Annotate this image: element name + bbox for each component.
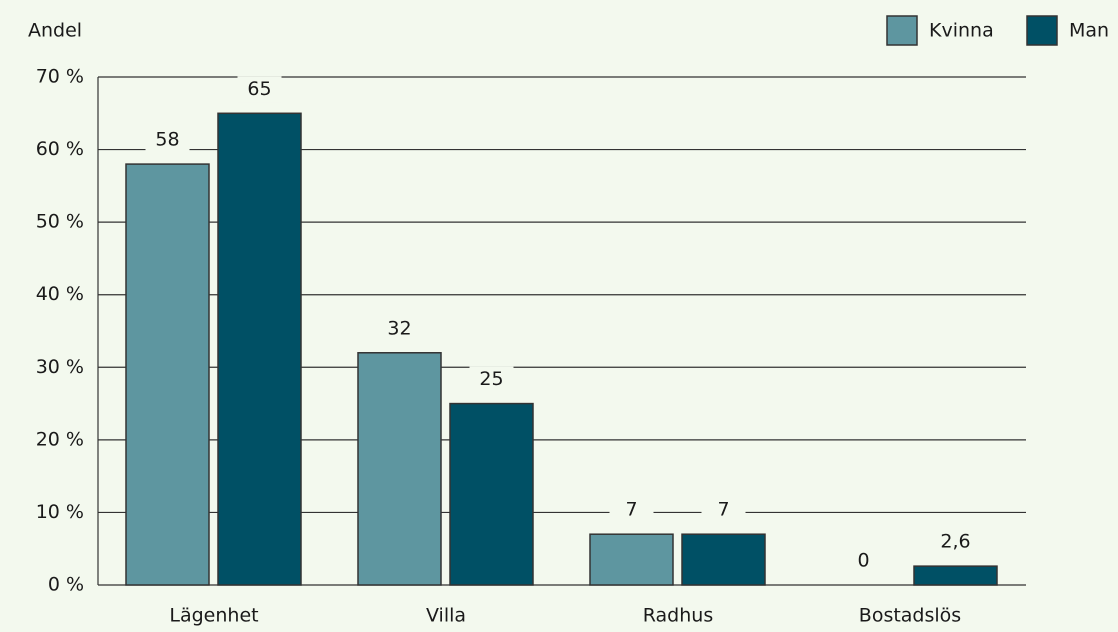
value-label: 25 bbox=[479, 368, 503, 390]
y-tick-label: 30 % bbox=[36, 356, 84, 378]
value-label-bg bbox=[933, 529, 978, 556]
bar bbox=[681, 533, 766, 586]
value-label-bg bbox=[377, 315, 422, 342]
value-label: 32 bbox=[387, 317, 411, 339]
legend-swatch bbox=[886, 15, 918, 46]
y-tick-label: 40 % bbox=[36, 283, 84, 305]
x-tick-label: Lägenhet bbox=[169, 605, 258, 627]
value-label-bg bbox=[469, 366, 514, 393]
legend-label: Man bbox=[1069, 20, 1109, 42]
value-label-bg bbox=[145, 127, 190, 154]
y-tick-label: 10 % bbox=[36, 501, 84, 523]
x-tick-label: Villa bbox=[426, 605, 466, 627]
bar bbox=[589, 533, 674, 586]
bar bbox=[125, 163, 210, 586]
value-label: 58 bbox=[155, 129, 179, 151]
y-tick-label: 0 % bbox=[48, 574, 84, 596]
y-tick-label: 70 % bbox=[36, 66, 84, 88]
value-label-bg bbox=[841, 548, 886, 574]
value-label-bg bbox=[609, 497, 654, 524]
legend-swatch bbox=[1026, 15, 1058, 46]
value-label: 0 bbox=[857, 550, 869, 572]
bar bbox=[449, 402, 534, 586]
x-tick-label: Radhus bbox=[643, 605, 713, 627]
value-label: 2,6 bbox=[940, 531, 970, 553]
y-axis-label: Andel bbox=[28, 20, 82, 42]
bar bbox=[357, 352, 442, 586]
bar bbox=[913, 565, 998, 586]
y-tick-label: 20 % bbox=[36, 428, 84, 450]
value-label: 65 bbox=[247, 78, 271, 100]
value-label-bg bbox=[237, 76, 282, 103]
y-tick-label: 50 % bbox=[36, 211, 84, 233]
value-label: 7 bbox=[717, 499, 729, 521]
y-tick-label: 60 % bbox=[36, 138, 84, 160]
value-label-bg bbox=[701, 497, 746, 524]
legend-label: Kvinna bbox=[929, 20, 994, 42]
value-label: 7 bbox=[625, 499, 637, 521]
x-tick-label: Bostadslös bbox=[859, 605, 961, 627]
bar bbox=[217, 112, 302, 586]
